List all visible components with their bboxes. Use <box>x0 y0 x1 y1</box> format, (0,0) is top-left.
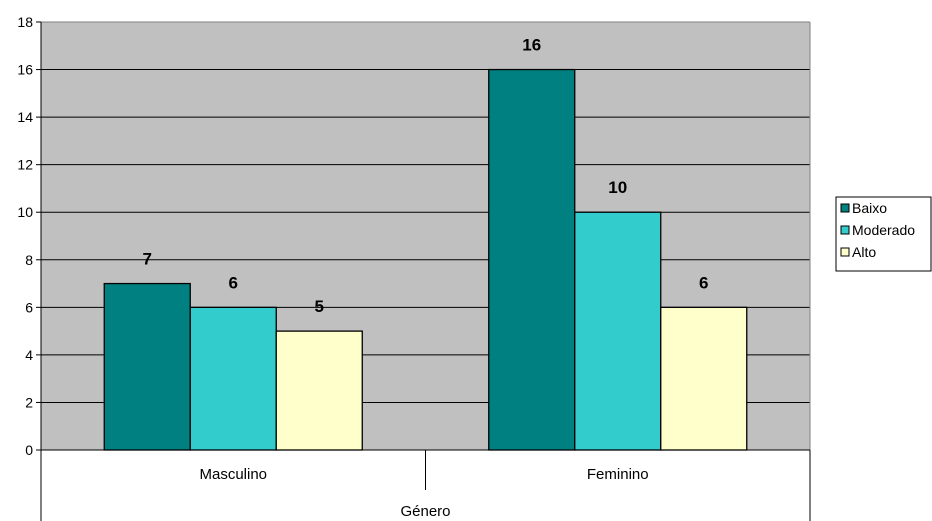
legend-label: Moderado <box>852 222 915 238</box>
y-tick-label: 2 <box>25 394 33 410</box>
legend: Baixo Moderado Alto <box>835 196 932 272</box>
bar-alto-feminino <box>660 306 748 451</box>
data-label: 5 <box>315 297 324 316</box>
category-label: Feminino <box>587 466 649 483</box>
y-tick-label: 0 <box>25 442 33 458</box>
category-label: Masculino <box>199 466 267 483</box>
legend-box <box>835 196 932 272</box>
data-label: 16 <box>522 36 541 55</box>
legend-label: Alto <box>852 244 876 260</box>
y-tick-labels: 0 2 4 6 8 10 12 14 16 18 <box>17 14 33 458</box>
legend-swatch <box>840 247 850 257</box>
y-tick-label: 6 <box>25 299 33 315</box>
data-label: 10 <box>608 178 627 197</box>
bar-moderado-feminino <box>574 211 662 451</box>
bars <box>103 68 748 451</box>
data-label: 6 <box>229 273 238 292</box>
y-tick-label: 16 <box>17 62 33 78</box>
y-tick-label: 14 <box>17 109 33 125</box>
category-labels: Masculino Feminino <box>199 466 648 483</box>
y-tick-label: 12 <box>17 157 33 173</box>
data-label: 7 <box>143 250 152 269</box>
legend-swatch <box>840 225 850 235</box>
bar-baixo-masculino <box>103 282 191 451</box>
legend-label: Baixo <box>852 200 887 216</box>
bar-alto-masculino <box>275 330 363 451</box>
legend-swatch <box>840 203 850 213</box>
data-labels: 7 6 5 16 10 6 <box>143 36 709 317</box>
bar-baixo-feminino <box>488 68 576 451</box>
y-tick-label: 8 <box>25 252 33 268</box>
data-label: 6 <box>699 273 708 292</box>
y-tick-label: 10 <box>17 204 33 220</box>
x-axis-title: Género <box>400 503 450 520</box>
axes <box>36 21 811 521</box>
y-tick-label: 18 <box>17 14 33 30</box>
bar-moderado-masculino <box>189 306 277 451</box>
y-tick-label: 4 <box>25 347 33 363</box>
